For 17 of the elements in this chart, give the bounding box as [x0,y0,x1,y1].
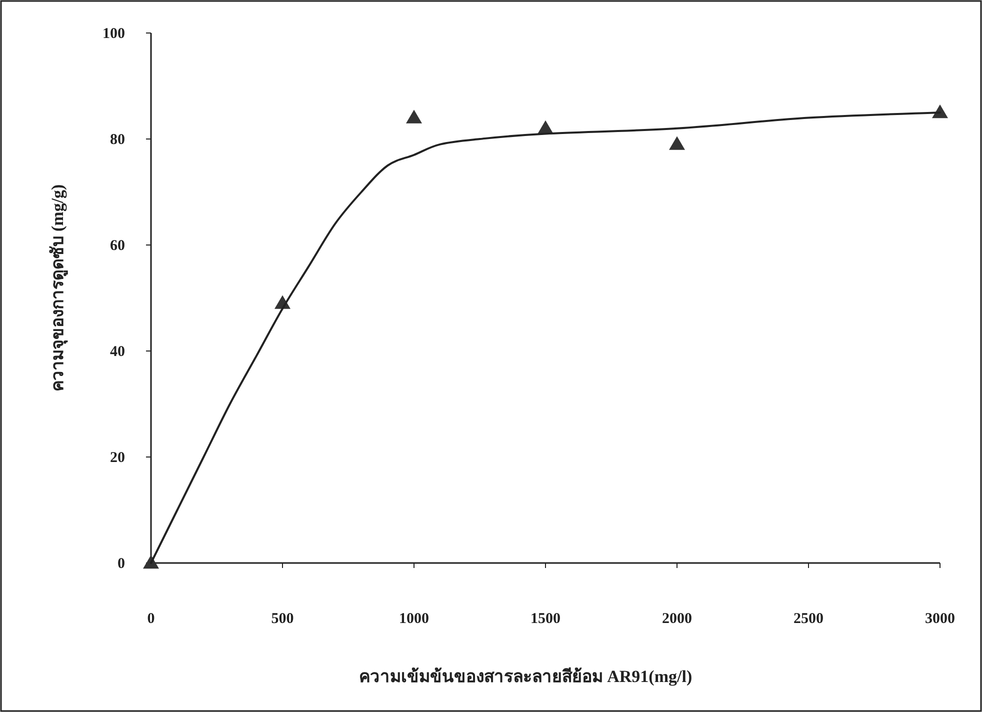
point [669,136,685,150]
x-tick-label: 2000 [662,611,692,627]
x-tick-label: 500 [271,611,294,627]
y-axis-title: ความจุของการดูดซับ (mg/g) [48,184,69,392]
x-tick-label: 2500 [794,611,824,627]
x-tick-label: 3000 [925,611,955,627]
y-tick-label: 80 [110,132,125,148]
point [406,110,422,124]
y-tick-label: 60 [110,238,125,254]
x-tick-label: 1500 [530,611,560,627]
x-tick-label: 0 [147,611,155,627]
y-tick-label: 20 [110,450,125,466]
y-tick-label: 100 [102,26,125,42]
x-axis-title: ความเข้มข้นของสารละลายสีย้อม AR91(mg/l) [358,666,692,686]
y-tick-label: 0 [118,556,125,572]
x-tick-label: 1000 [399,611,429,627]
y-tick-label: 40 [110,344,125,360]
